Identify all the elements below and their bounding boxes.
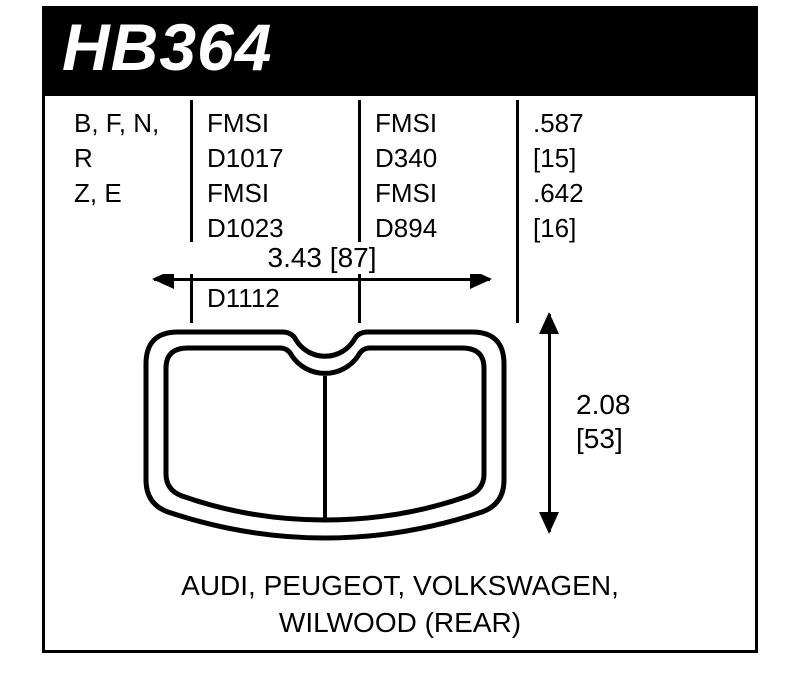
spec-cell: B, F, N, R [74, 106, 176, 176]
width-mm: 87 [338, 242, 369, 273]
application-line: AUDI, PEUGEOT, VOLKSWAGEN, [0, 568, 800, 604]
spec-cell: Z, E [74, 176, 176, 211]
spec-cell: .642 [16] [533, 176, 632, 246]
width-dimension: 3.43 [87] [130, 242, 514, 274]
spec-cell: FMSI D894 [375, 176, 502, 246]
header-bar: HB364 [42, 6, 758, 88]
width-arrow [154, 278, 490, 281]
part-number: HB364 [62, 9, 272, 85]
spec-cell: FMSI D1023 [207, 176, 344, 246]
brake-pad-outline [130, 306, 520, 546]
application-line: WILWOOD (REAR) [0, 605, 800, 641]
height-mm: 53 [584, 423, 615, 454]
spec-cell: FMSI D1017 [207, 106, 344, 176]
spec-cell: .587 [15] [533, 106, 632, 176]
height-dimension: 2.08 [53] [576, 388, 631, 455]
height-inches: 2.08 [576, 389, 631, 420]
application-text: AUDI, PEUGEOT, VOLKSWAGEN, WILWOOD (REAR… [0, 568, 800, 641]
brake-pad-diagram: 3.43 [87] 2.08 [53] [130, 250, 690, 590]
spec-cell: FMSI D340 [375, 106, 502, 176]
width-inches: 3.43 [268, 242, 323, 273]
height-arrow [548, 314, 551, 532]
